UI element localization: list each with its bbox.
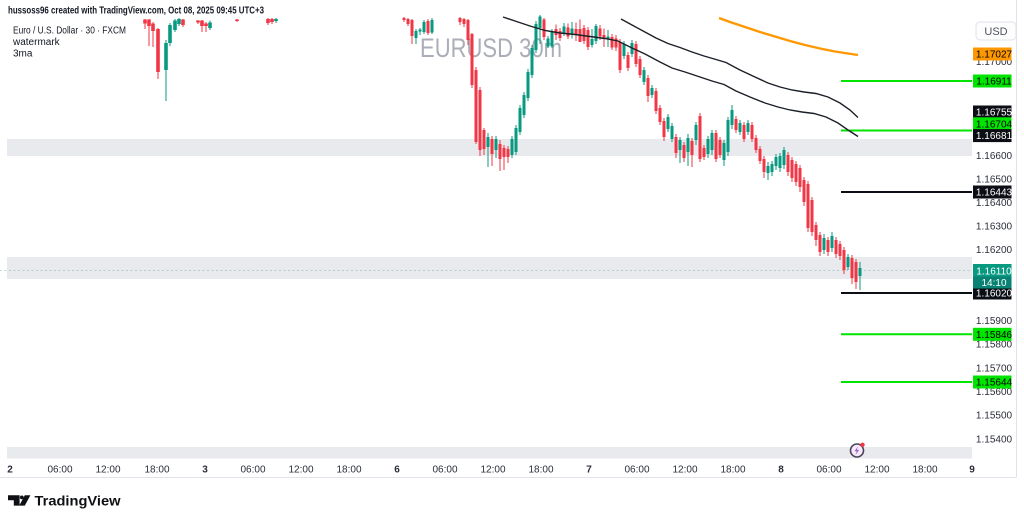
svg-text:06:00: 06:00 [624,465,649,476]
svg-text:06:00: 06:00 [47,465,72,476]
svg-text:18:00: 18:00 [336,465,361,476]
svg-text:06:00: 06:00 [240,465,265,476]
svg-text:8: 8 [778,465,784,476]
svg-text:watermark: watermark [12,37,61,48]
svg-text:1.15600: 1.15600 [976,387,1013,398]
svg-text:1.16600: 1.16600 [976,151,1013,162]
svg-text:18:00: 18:00 [912,465,937,476]
svg-text:12:00: 12:00 [288,465,313,476]
svg-text:3: 3 [202,465,208,476]
svg-text:12:00: 12:00 [480,465,505,476]
svg-text:9: 9 [969,465,975,476]
svg-text:1.16911: 1.16911 [976,77,1012,88]
svg-text:1.15900: 1.15900 [976,316,1013,327]
svg-text:1.16704: 1.16704 [976,119,1013,130]
svg-text:EURUSD 30m: EURUSD 30m [420,33,562,63]
svg-text:Euro / U.S. Dollar · 30 · FXCM: Euro / U.S. Dollar · 30 · FXCM [13,26,126,37]
svg-text:1.16300: 1.16300 [976,222,1013,233]
svg-text:1.15700: 1.15700 [976,364,1013,375]
svg-text:14:10: 14:10 [981,278,1006,289]
svg-text:1.16200: 1.16200 [976,245,1013,256]
svg-text:1.17027: 1.17027 [976,50,1013,61]
svg-text:1.16755: 1.16755 [976,108,1013,119]
svg-text:1.16020: 1.16020 [976,289,1013,300]
svg-text:TradingView: TradingView [35,494,122,510]
svg-text:12:00: 12:00 [672,465,697,476]
svg-text:12:00: 12:00 [864,465,889,476]
svg-text:1.15644: 1.15644 [976,378,1013,389]
svg-text:06:00: 06:00 [432,465,457,476]
svg-text:1.15500: 1.15500 [976,411,1013,422]
svg-text:18:00: 18:00 [144,465,169,476]
svg-text:18:00: 18:00 [528,465,553,476]
svg-text:1.16400: 1.16400 [976,198,1013,209]
svg-text:3ma: 3ma [13,49,33,60]
svg-text:1.15846: 1.15846 [976,330,1013,341]
svg-text:1.15400: 1.15400 [976,435,1013,446]
svg-text:1.16110: 1.16110 [976,267,1012,278]
svg-text:1.16681: 1.16681 [976,131,1013,142]
svg-text:1.16443: 1.16443 [976,188,1013,199]
svg-text:2: 2 [7,465,13,476]
svg-text:1.15800: 1.15800 [976,340,1013,351]
svg-text:18:00: 18:00 [720,465,745,476]
svg-text:hussoss96 created with Trading: hussoss96 created with TradingView.com, … [8,6,264,17]
svg-text:06:00: 06:00 [816,465,841,476]
svg-text:1.16500: 1.16500 [976,175,1013,186]
svg-text:12:00: 12:00 [95,465,120,476]
svg-text:USD: USD [984,26,1007,38]
svg-text:6: 6 [394,465,400,476]
svg-text:1.17000: 1.17000 [976,57,1013,68]
svg-text:7: 7 [586,465,592,476]
